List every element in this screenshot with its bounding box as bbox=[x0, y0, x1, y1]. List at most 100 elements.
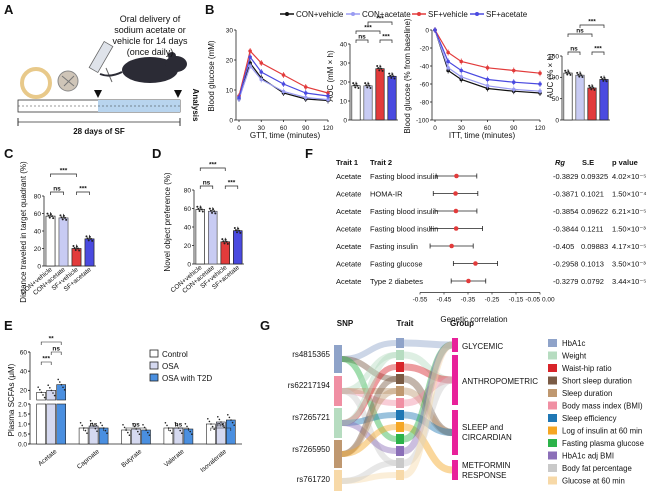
itt-xtick-label: 0 bbox=[433, 125, 437, 132]
e-dot bbox=[127, 431, 129, 434]
c-sig-bracket bbox=[50, 173, 77, 177]
f-trait1: Acetate bbox=[336, 260, 361, 269]
f-estimate-point bbox=[453, 208, 459, 214]
g-group-label: METFORMIN bbox=[462, 461, 511, 470]
legend-osa-t2d: OSA with T2D bbox=[162, 374, 212, 383]
itt-auc-ytick-label: 50 bbox=[552, 96, 560, 103]
gtt-point bbox=[248, 55, 252, 59]
itt-ytick-label: -60 bbox=[420, 81, 430, 88]
gtt-auc-dot bbox=[381, 69, 384, 72]
d-dot bbox=[239, 231, 242, 234]
g-legend-label: Body mass index (BMI) bbox=[562, 402, 643, 411]
e-dot bbox=[40, 391, 43, 394]
g-legend-swatch bbox=[548, 401, 557, 410]
e-dot bbox=[174, 422, 177, 424]
g-snp-node bbox=[334, 376, 342, 406]
gtt-point bbox=[237, 95, 241, 100]
d-ytick-label: 40 bbox=[184, 224, 192, 231]
e-bar bbox=[141, 429, 151, 445]
f-pvalue: 3.50×10⁻³ bbox=[612, 260, 646, 269]
f-pvalue: 1.50×10⁻³ bbox=[612, 225, 646, 234]
gtt-auc-dot bbox=[390, 76, 393, 79]
d-bar bbox=[233, 230, 243, 265]
e-dot bbox=[43, 396, 46, 399]
itt-auc-ytick-label: 100 bbox=[548, 75, 559, 82]
d-dot bbox=[223, 242, 226, 245]
e-dot bbox=[166, 424, 168, 427]
e-dot bbox=[148, 434, 151, 437]
itt-point bbox=[446, 66, 450, 70]
c-ytick-label: 40 bbox=[34, 228, 42, 235]
e-dot bbox=[186, 425, 188, 428]
e-sig-bracket bbox=[168, 427, 189, 431]
e-dot bbox=[220, 421, 222, 423]
e-dot bbox=[137, 430, 139, 433]
g-legend-swatch bbox=[548, 464, 557, 472]
itt-ytick-label: -20 bbox=[420, 45, 430, 52]
f-trait2: Fasting glucose bbox=[370, 260, 423, 269]
e-dot bbox=[191, 433, 193, 436]
panel-label-a: A bbox=[4, 2, 14, 17]
gtt-auc-sig-bracket bbox=[355, 39, 369, 43]
g-link bbox=[403, 376, 453, 407]
e-sig-bracket bbox=[40, 341, 62, 345]
itt-auc-sig-label: *** bbox=[588, 19, 596, 26]
gtt-auc-dot bbox=[354, 86, 357, 89]
g-group-label: GLYCEMIC bbox=[462, 342, 503, 351]
itt-auc-dot bbox=[569, 73, 572, 76]
gtt-point bbox=[326, 94, 330, 98]
g-legend-label: HbA1c adj BMI bbox=[562, 452, 614, 461]
g-snp-label: rs4815365 bbox=[292, 350, 330, 359]
e-dot bbox=[63, 389, 66, 391]
timeline-label: 28 days of SF bbox=[73, 127, 125, 136]
itt-auc-dot bbox=[593, 88, 596, 91]
gtt-auc-sig-label: *** bbox=[376, 16, 384, 23]
f-trait1: Acetate bbox=[336, 190, 361, 199]
itt-auc-dot bbox=[590, 88, 593, 91]
f-trait2: Fasting blood insulin bbox=[370, 172, 438, 181]
d-dot bbox=[212, 208, 215, 211]
c-sig-label: *** bbox=[79, 186, 87, 193]
e-dot bbox=[49, 387, 51, 389]
g-group-node bbox=[452, 338, 458, 352]
d-dot bbox=[233, 227, 236, 230]
itt-auc-sig-bracket bbox=[591, 51, 605, 55]
c-ytick-label: 0 bbox=[37, 263, 41, 270]
g-trait-node bbox=[396, 470, 404, 480]
itt-auc-dot bbox=[605, 80, 608, 83]
e-dot bbox=[231, 421, 234, 424]
f-trait2: Fasting blood insulin bbox=[370, 225, 438, 234]
g-link bbox=[403, 376, 453, 467]
itt-point bbox=[538, 82, 542, 86]
e-dot bbox=[176, 424, 178, 427]
c-sig-bracket bbox=[76, 191, 90, 195]
d-sig-label: ns bbox=[203, 180, 211, 187]
panel-label-f: F bbox=[305, 146, 313, 161]
c-dot bbox=[59, 214, 62, 217]
e-bar bbox=[56, 384, 67, 401]
g-trait-node bbox=[396, 338, 404, 348]
d-dot bbox=[213, 210, 216, 213]
gtt-auc-ytick-label: 0 bbox=[343, 117, 347, 124]
gtt-point bbox=[326, 97, 330, 102]
e-dot bbox=[189, 430, 191, 433]
gtt-auc-sig-bracket bbox=[355, 30, 381, 34]
c-dot bbox=[90, 237, 93, 240]
gtt-auc-dot bbox=[369, 86, 372, 89]
e-dot bbox=[39, 388, 41, 391]
c-dot bbox=[77, 247, 80, 250]
itt-auc-dot bbox=[581, 76, 584, 79]
e-dot bbox=[52, 392, 54, 394]
end-marker-icon bbox=[174, 90, 182, 98]
e-bar bbox=[121, 429, 131, 445]
c-dot bbox=[74, 249, 77, 251]
g-legend-swatch bbox=[548, 426, 557, 435]
d-dot bbox=[226, 242, 229, 245]
e-dot bbox=[218, 418, 221, 421]
c-dot bbox=[49, 213, 52, 216]
itt-auc-dot bbox=[565, 71, 568, 74]
e-bar bbox=[226, 419, 236, 445]
itt-auc-dot bbox=[589, 86, 592, 89]
f-pvalue: 3.44×10⁻⁵ bbox=[612, 277, 646, 286]
